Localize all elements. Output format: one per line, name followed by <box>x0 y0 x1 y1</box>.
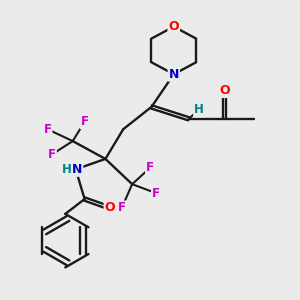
Text: F: F <box>48 148 56 161</box>
Text: F: F <box>146 161 154 174</box>
Text: O: O <box>169 20 179 33</box>
Text: H: H <box>62 163 72 176</box>
Text: N: N <box>169 68 179 81</box>
Text: N: N <box>72 163 83 176</box>
Text: F: F <box>81 115 88 128</box>
Text: F: F <box>152 187 160 200</box>
Text: F: F <box>44 123 52 136</box>
Text: F: F <box>118 202 126 214</box>
Text: H: H <box>194 103 204 116</box>
Text: O: O <box>105 202 115 214</box>
Text: O: O <box>219 84 230 97</box>
